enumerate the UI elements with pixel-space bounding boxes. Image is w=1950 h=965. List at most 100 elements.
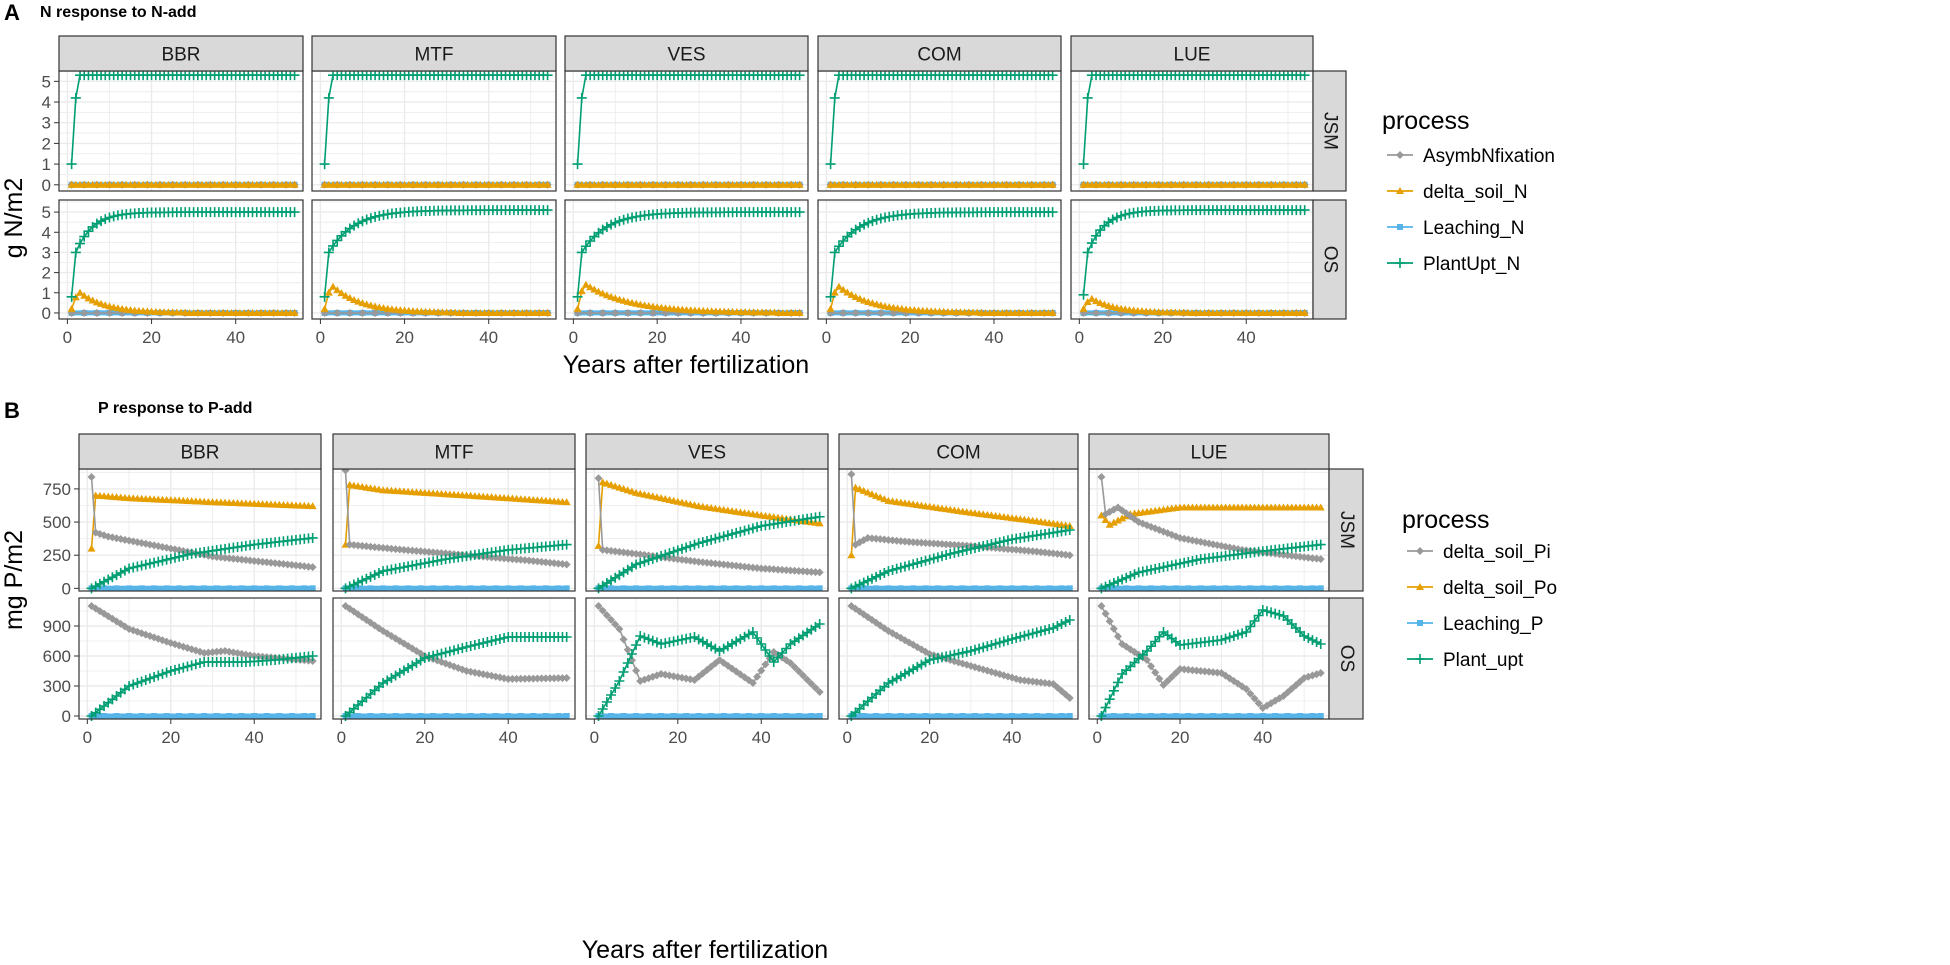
plant-upt-point <box>639 556 650 567</box>
panel-b-plot: 0 250 500 750 0 20 40 0 300 600 900 0 20 40 0 20 40 0 20 40… <box>43 433 1364 747</box>
plant-upt-point <box>394 668 405 678</box>
plant-upt-point <box>348 579 359 590</box>
delta-soil-pi-point <box>250 652 259 660</box>
plant-upt-point <box>428 650 439 661</box>
y-tick-label: 3 <box>42 243 51 262</box>
y-tick-label: 4 <box>42 223 51 242</box>
plantupt-n-point <box>319 291 330 302</box>
legend-key-marker <box>1395 258 1405 268</box>
delta-soil-pi-point <box>1097 472 1106 481</box>
delta-soil-n-point <box>855 294 864 302</box>
leaching-p-point <box>745 713 752 719</box>
delta-soil-pi-point <box>541 674 550 683</box>
delta-soil-n-point <box>826 304 835 312</box>
strip-background <box>78 433 322 470</box>
leaching-p-point <box>517 713 524 719</box>
plant-upt-point <box>764 651 775 661</box>
leaching-p-point <box>1046 585 1053 592</box>
leaching-p-point <box>492 585 499 592</box>
delta-soil-n-point <box>586 283 595 291</box>
leaching-p-point <box>745 585 752 592</box>
plant-upt-point <box>610 683 621 693</box>
leaching-p-point <box>645 713 652 719</box>
delta-soil-pi-point <box>250 556 259 565</box>
plant-upt-point <box>1187 555 1198 566</box>
panel-b-letter: B <box>4 398 20 423</box>
delta-soil-n-point <box>341 291 350 299</box>
asymbnfixation-point <box>358 308 367 317</box>
leaching-p-point <box>996 585 1003 592</box>
legend-item-delta-soil-pi: delta_soil_Pi <box>1407 542 1551 563</box>
leaching-p-point <box>163 585 170 592</box>
y-tick-label: 500 <box>43 513 71 532</box>
facet-background <box>818 71 1061 191</box>
x-tick-label: 40 <box>245 728 264 747</box>
delta-soil-n-point <box>795 180 804 188</box>
plant-upt-point <box>490 635 501 645</box>
plant-upt-series <box>86 532 318 594</box>
plantupt-n-series <box>825 207 1058 302</box>
legend-label: Plant_upt <box>1443 650 1524 671</box>
asymbnfixation-point <box>623 308 632 317</box>
strip-background <box>838 433 1079 470</box>
strip-lue: LUE <box>1070 35 1314 72</box>
leaching-p-point <box>213 585 220 592</box>
facet-background <box>312 71 556 191</box>
strip-mtf: MTF <box>311 35 557 72</box>
plantupt-n-point <box>1299 205 1310 216</box>
leaching-p-point <box>959 585 966 592</box>
plant-upt-point <box>1064 525 1075 535</box>
leaching-p-point <box>530 585 537 592</box>
plant-upt-point <box>601 697 612 707</box>
plant-upt-point <box>390 670 401 681</box>
leaching-p-point <box>455 585 462 592</box>
plant-upt-point <box>103 574 114 585</box>
y-tick-label: 250 <box>43 546 71 565</box>
legend-item-plantupt-n: PlantUpt_N <box>1387 254 1520 275</box>
y-tick-label: 0 <box>42 176 51 195</box>
strip-background <box>585 433 829 470</box>
leaching-p-point <box>1210 713 1217 719</box>
delta-soil-n-point <box>1092 297 1101 305</box>
leaching-p-point <box>783 585 790 592</box>
plantupt-n-point <box>833 241 844 252</box>
facet-border <box>817 199 1062 320</box>
plant-upt-point <box>643 634 654 645</box>
asymbnfixation-point <box>92 308 101 317</box>
leaching-p-point <box>163 713 170 719</box>
delta-soil-pi-point <box>1316 669 1325 677</box>
delta-soil-pi-point <box>1171 669 1180 677</box>
leaching-p-point <box>1058 713 1065 719</box>
plantupt-n-point <box>1111 212 1122 223</box>
plant-upt-point <box>398 665 409 676</box>
delta-soil-pi-point <box>1142 656 1151 664</box>
leaching-p-point <box>288 713 295 719</box>
plant-upt-point <box>1146 564 1157 575</box>
plantupt-n-point <box>854 221 865 232</box>
facet-mtf-os: 0 20 40 <box>311 199 557 347</box>
plant-upt-point <box>1100 581 1111 592</box>
delta-soil-n-point <box>290 180 299 188</box>
plant-upt-point <box>651 637 662 648</box>
leaching-p-point <box>683 713 690 719</box>
leaching-p-point <box>959 713 966 719</box>
delta-soil-po-point <box>815 519 824 527</box>
plantupt-n-point <box>1082 247 1093 258</box>
plant-upt-point <box>1245 621 1256 632</box>
plantupt-n-point <box>614 216 625 227</box>
delta-soil-n-point <box>839 285 848 293</box>
delta-soil-po-point <box>1105 520 1114 528</box>
leaching-p-point <box>101 713 108 719</box>
plantupt-n-series <box>1078 205 1310 300</box>
leaching-p-series <box>595 585 823 592</box>
plant-upt-point <box>672 545 683 556</box>
x-tick-label: 20 <box>1153 328 1172 347</box>
facet-border <box>332 597 576 720</box>
plant-upt-point <box>119 565 130 576</box>
leaching-p-point <box>1058 585 1065 592</box>
plant-upt-point <box>499 633 510 643</box>
plant-upt-point <box>626 649 637 659</box>
plantupt-n-series <box>319 205 553 302</box>
facet-background <box>312 200 556 319</box>
leaching-p-point <box>1009 585 1016 592</box>
